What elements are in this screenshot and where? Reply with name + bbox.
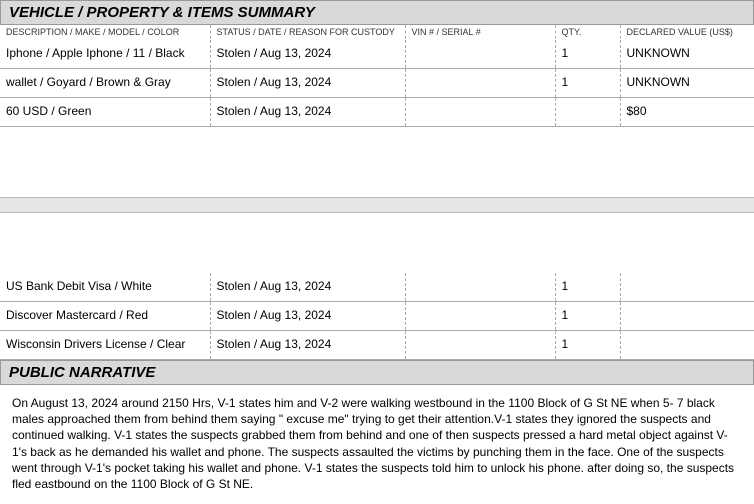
table-row: Wisconsin Drivers License / Clear Stolen… [0, 331, 754, 360]
cell-value [620, 331, 754, 360]
cell-qty: 1 [555, 40, 620, 69]
cell-desc: Iphone / Apple Iphone / 11 / Black [0, 40, 210, 69]
cell-status: Stolen / Aug 13, 2024 [210, 98, 405, 127]
cell-status: Stolen / Aug 13, 2024 [210, 273, 405, 302]
table-row: 60 USD / Green Stolen / Aug 13, 2024 $80 [0, 98, 754, 127]
cell-desc: Wisconsin Drivers License / Clear [0, 331, 210, 360]
cell-qty: 1 [555, 331, 620, 360]
whitespace [0, 127, 754, 197]
cell-vin [405, 40, 555, 69]
cell-status: Stolen / Aug 13, 2024 [210, 302, 405, 331]
cell-vin [405, 69, 555, 98]
cell-desc: US Bank Debit Visa / White [0, 273, 210, 302]
cell-vin [405, 273, 555, 302]
col-vin: VIN # / SERIAL # [405, 25, 555, 40]
report-page: VEHICLE / PROPERTY & ITEMS SUMMARY DESCR… [0, 0, 754, 498]
whitespace [0, 213, 754, 273]
cell-qty: 1 [555, 302, 620, 331]
col-value: DECLARED VALUE (US$) [620, 25, 754, 40]
table-row: wallet / Goyard / Brown & Gray Stolen / … [0, 69, 754, 98]
cell-qty: 1 [555, 69, 620, 98]
page-break [0, 197, 754, 213]
table-row: Discover Mastercard / Red Stolen / Aug 1… [0, 302, 754, 331]
col-desc: DESCRIPTION / MAKE / MODEL / COLOR [0, 25, 210, 40]
cell-status: Stolen / Aug 13, 2024 [210, 40, 405, 69]
cell-desc: Discover Mastercard / Red [0, 302, 210, 331]
table-row: US Bank Debit Visa / White Stolen / Aug … [0, 273, 754, 302]
cell-status: Stolen / Aug 13, 2024 [210, 331, 405, 360]
items-table-b: US Bank Debit Visa / White Stolen / Aug … [0, 273, 754, 360]
cell-desc: 60 USD / Green [0, 98, 210, 127]
narrative-text: On August 13, 2024 around 2150 Hrs, V-1 … [0, 385, 754, 498]
table-row: Iphone / Apple Iphone / 11 / Black Stole… [0, 40, 754, 69]
cell-value: UNKNOWN [620, 69, 754, 98]
cell-vin [405, 98, 555, 127]
cell-desc: wallet / Goyard / Brown & Gray [0, 69, 210, 98]
col-qty: QTY. [555, 25, 620, 40]
cell-vin [405, 302, 555, 331]
cell-value [620, 302, 754, 331]
cell-status: Stolen / Aug 13, 2024 [210, 69, 405, 98]
cell-vin [405, 331, 555, 360]
cell-value [620, 273, 754, 302]
summary-header: VEHICLE / PROPERTY & ITEMS SUMMARY [0, 0, 754, 25]
col-status: STATUS / DATE / REASON FOR CUSTODY [210, 25, 405, 40]
cell-value: $80 [620, 98, 754, 127]
narrative-header: PUBLIC NARRATIVE [0, 360, 754, 385]
items-table-a: DESCRIPTION / MAKE / MODEL / COLOR STATU… [0, 25, 754, 127]
cell-qty: 1 [555, 273, 620, 302]
cell-value: UNKNOWN [620, 40, 754, 69]
cell-qty [555, 98, 620, 127]
